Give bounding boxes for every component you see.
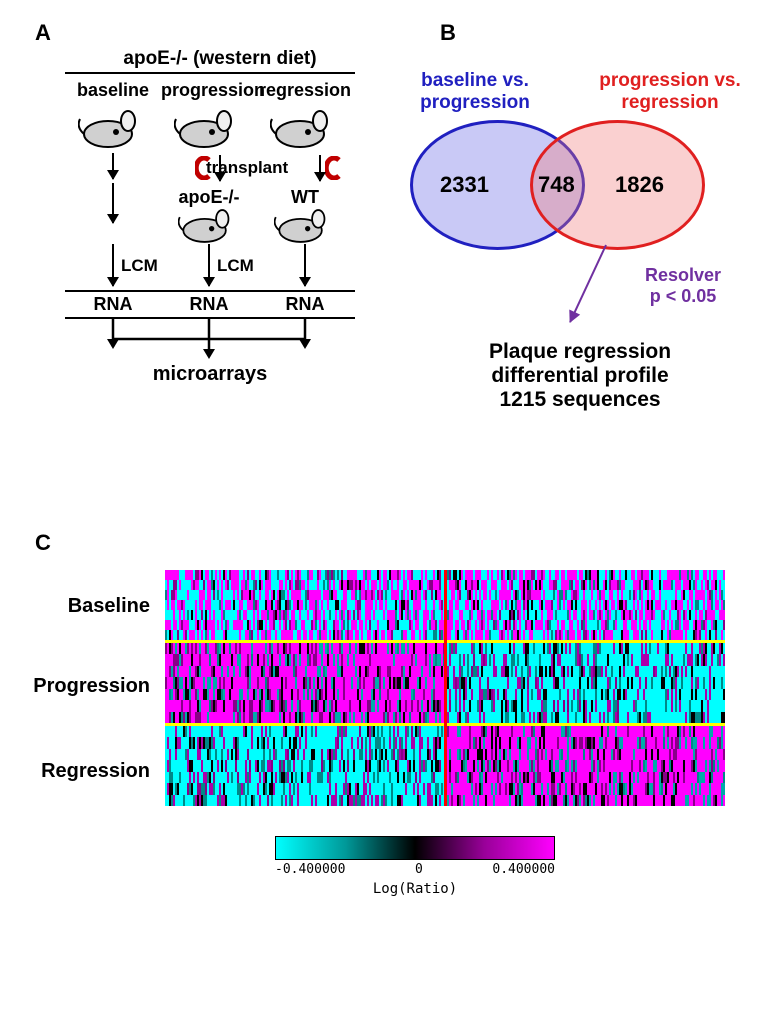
col-regression: regression (257, 80, 353, 149)
transplant-row: transplant (65, 153, 375, 183)
recipient-apoe-label: apoE-/- (161, 187, 257, 208)
resolver-line1: Resolver (645, 265, 721, 286)
mouse-icon (78, 109, 148, 149)
profile-text: Plaque regression differential profile 1… (450, 340, 710, 412)
rna-cell-3: RNA (257, 292, 353, 317)
col-regression-label: regression (257, 80, 353, 101)
panel-a-header: apoE-/- (western diet) (65, 48, 375, 70)
merge-arrows (65, 319, 355, 359)
colorbar-ticks: -0.400000 0 0.400000 (275, 862, 555, 877)
colorbar (275, 836, 555, 860)
venn-left-title: baseline vs. progression (395, 70, 555, 114)
arrow-down-icon (112, 153, 114, 179)
heatmap-progression-left (165, 643, 445, 723)
venn-right-count: 1826 (615, 172, 664, 198)
colorbar-min: -0.400000 (275, 862, 345, 877)
panel-a-columns: baseline progression regression (65, 80, 375, 149)
panel-c-label: C (35, 530, 51, 556)
panel-b: B baseline vs. progression progression v… (400, 20, 760, 300)
panel-a-label: A (35, 20, 51, 46)
mouse-icon (178, 208, 240, 244)
colorbar-title: Log(Ratio) (275, 881, 555, 897)
col-progression-label: progression (161, 80, 257, 101)
rna-cell-2: RNA (161, 292, 257, 317)
heatmap-label-regression: Regression (30, 760, 150, 783)
heatmap-midline (444, 570, 447, 806)
heatmap-progression-right (445, 643, 725, 723)
panel-c: C Baseline Progression Regression -0.400… (35, 530, 745, 897)
panel-a: A apoE-/- (western diet) baseline progre… (35, 20, 375, 386)
profile-line1: Plaque regression (450, 340, 710, 364)
arrow-down-icon (319, 155, 321, 181)
arrow-down-icon (304, 244, 306, 286)
heatmap-label-progression: Progression (30, 675, 150, 698)
panel-a-header-line (65, 72, 355, 74)
venn-diagram: baseline vs. progression progression vs.… (400, 80, 760, 300)
col-baseline: baseline (65, 80, 161, 149)
resolver-line2: p < 0.05 (645, 286, 721, 307)
panel-b-label: B (440, 20, 456, 46)
colorbar-mid: 0 (415, 862, 423, 877)
lcm-row: LCM LCM (65, 244, 375, 290)
rna-cell-1: RNA (65, 292, 161, 317)
mouse-icon (274, 208, 336, 244)
venn-overlap-count: 748 (538, 172, 575, 198)
arrow-down-icon (112, 183, 114, 223)
col-baseline-label: baseline (65, 80, 161, 101)
heatmap-regression-left (165, 726, 445, 806)
heatmap-regression-right (445, 726, 725, 806)
profile-line2: differential profile (450, 364, 710, 388)
mouse-icon (270, 109, 340, 149)
lcm-label-2: LCM (217, 256, 254, 276)
recipient-row: apoE-/- WT (65, 183, 375, 244)
arrow-down-icon (208, 244, 210, 286)
colorbar-container: -0.400000 0 0.400000 Log(Ratio) (275, 836, 555, 897)
merge-arrows-icon (65, 319, 355, 359)
col-progression: progression (161, 80, 257, 149)
arrow-down-icon (112, 244, 114, 286)
heatmap-baseline-right (445, 570, 725, 640)
microarrays-label: microarrays (65, 363, 355, 386)
heatmap-baseline-left (165, 570, 445, 640)
venn-right-title-text: progression vs. regression (599, 70, 741, 113)
recipient-wt-label: WT (257, 187, 353, 208)
red-c-icon (325, 156, 343, 180)
venn-left-count: 2331 (440, 172, 489, 198)
venn-left-title-text: baseline vs. progression (420, 70, 530, 113)
mouse-icon (174, 109, 244, 149)
purple-arrow-icon (569, 245, 607, 323)
colorbar-max: 0.400000 (492, 862, 555, 877)
profile-line3: 1215 sequences (450, 388, 710, 412)
heatmap-label-baseline: Baseline (30, 595, 150, 618)
rna-row: RNA RNA RNA (65, 290, 355, 319)
lcm-label-1: LCM (121, 256, 158, 276)
venn-right-title: progression vs. regression (585, 70, 755, 114)
resolver-label: Resolver p < 0.05 (645, 265, 721, 307)
heatmap: Baseline Progression Regression (165, 570, 725, 806)
